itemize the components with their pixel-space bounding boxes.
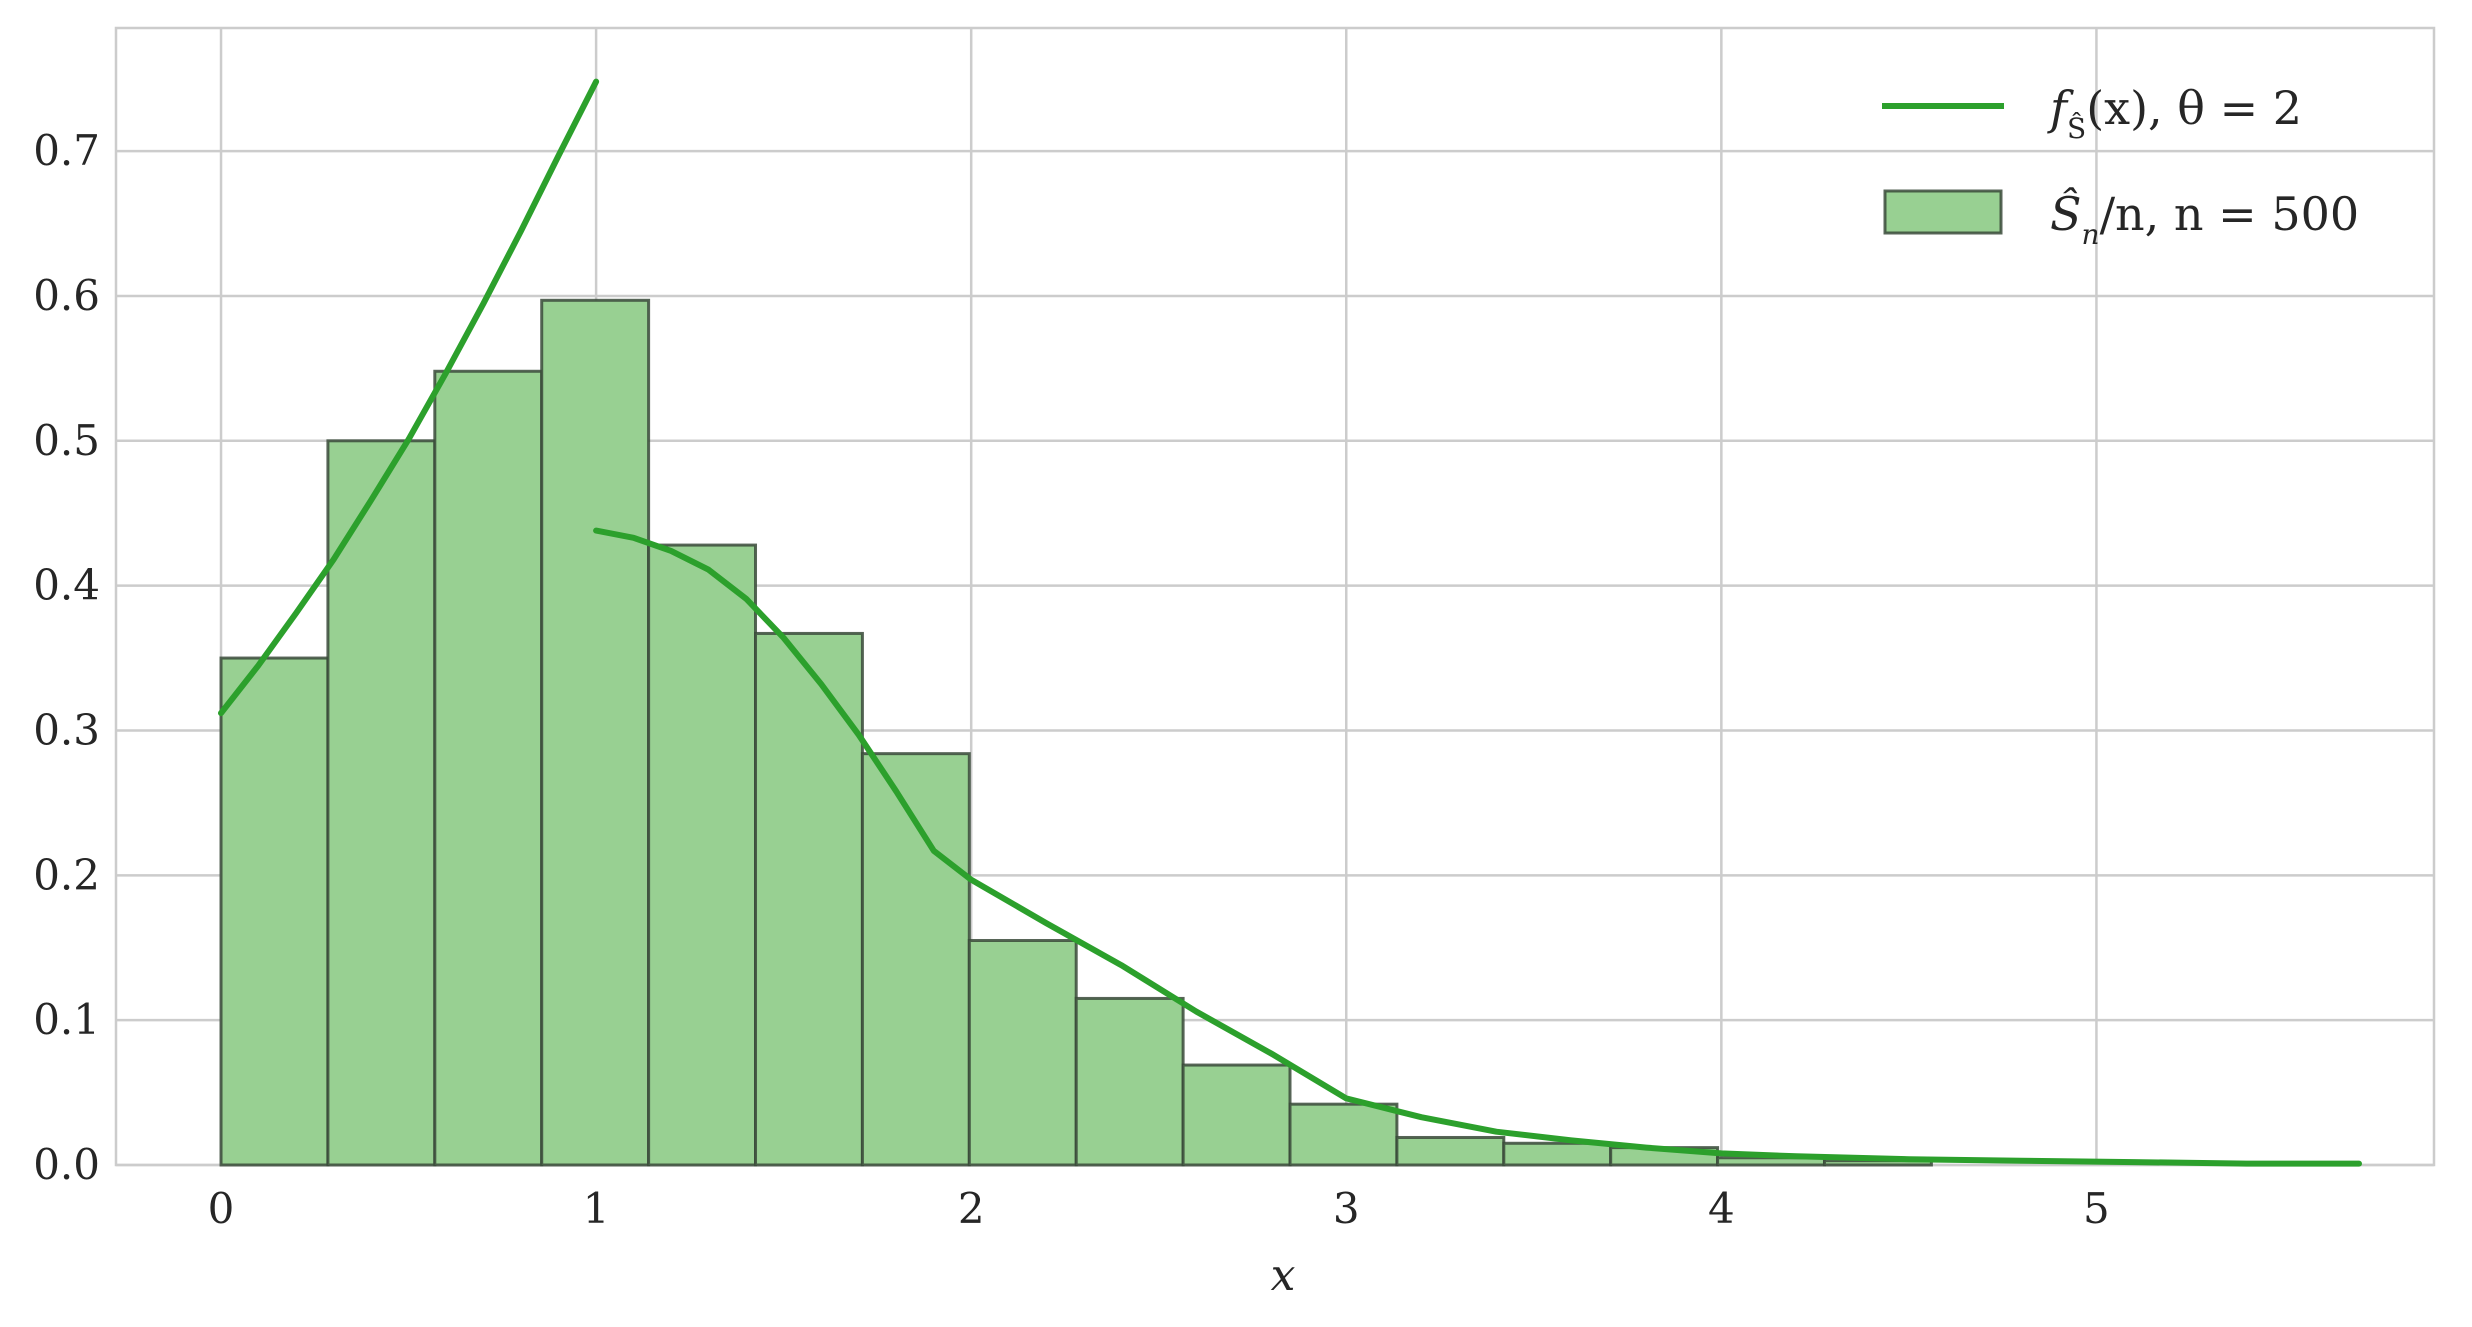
histogram-bar (1288, 1102, 1399, 1167)
histogram-bar (540, 298, 651, 1167)
histogram-bar (1074, 996, 1185, 1167)
histogram-bar (1181, 1063, 1292, 1167)
legend-line-label: fŜ(x), θ = 2 (2047, 81, 2302, 145)
y-tick-label: 0.4 (33, 561, 100, 610)
x-axis-ticks: 0 1 2 3 4 5 (208, 1184, 2110, 1233)
x-tick-label: 5 (2083, 1184, 2110, 1233)
histogram-bar (326, 439, 437, 1167)
x-tick-label: 3 (1333, 1184, 1360, 1233)
y-tick-label: 0.2 (33, 850, 100, 899)
histogram-bar (433, 369, 544, 1167)
histogram-bar (754, 631, 864, 1167)
y-tick-label: 0.5 (33, 416, 100, 465)
density-curve-segment (593, 527, 2362, 1167)
histogram-bars (219, 298, 1933, 1167)
density-curve-segment (218, 78, 600, 717)
histogram-bar (647, 543, 758, 1167)
x-tick-label: 0 (208, 1184, 235, 1233)
legend-bar-swatch (1883, 189, 2003, 235)
y-tick-label: 0.6 (33, 271, 100, 320)
y-axis-ticks: 0.0 0.1 0.2 0.3 0.4 0.5 0.6 0.7 (33, 126, 100, 1189)
x-tick-label: 4 (1708, 1184, 1735, 1233)
x-tick-label: 1 (583, 1184, 610, 1233)
legend: fŜ(x), θ = 2 Ŝn/n, n = 500 (1882, 81, 2359, 251)
histogram-bar (219, 656, 330, 1167)
y-tick-label: 0.0 (33, 1140, 100, 1189)
y-tick-label: 0.1 (33, 995, 100, 1044)
histogram-bar (860, 752, 971, 1167)
y-tick-label: 0.3 (33, 705, 100, 754)
histogram-bar (1395, 1135, 1506, 1167)
histogram-bar (967, 938, 1078, 1167)
x-tick-label: 2 (958, 1184, 985, 1233)
x-axis-label: x (1271, 1250, 1296, 1301)
density-curve (218, 78, 2362, 1167)
legend-bar-label: Ŝn/n, n = 500 (2050, 186, 2359, 251)
y-tick-label: 0.7 (33, 126, 100, 175)
histogram-bar (1502, 1141, 1613, 1167)
